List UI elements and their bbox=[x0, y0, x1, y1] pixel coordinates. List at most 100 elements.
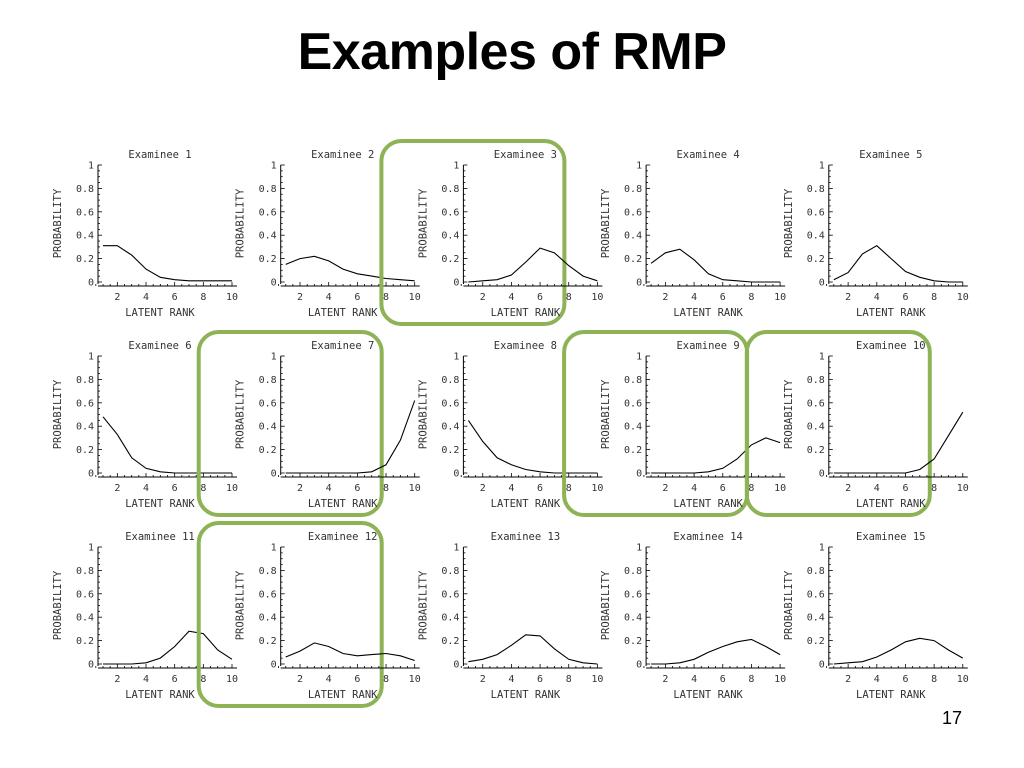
highlight-frame bbox=[379, 139, 567, 326]
x-tick-label: 10 bbox=[957, 292, 969, 303]
x-tick-label: 8 bbox=[566, 483, 572, 494]
y-tick-label: 0.6 bbox=[441, 398, 459, 409]
x-tick-label: 4 bbox=[326, 674, 332, 685]
x-tick-label: 4 bbox=[143, 483, 149, 494]
x-axis-label: LATENT RANK bbox=[491, 307, 561, 319]
y-tick-label: 0.4 bbox=[807, 613, 825, 624]
chart-panel: Examinee 2 0 0.2 0.4 0.6 0.8 1 2 4 6 8 10 LATENT RAN… bbox=[235, 149, 421, 319]
chart-title: Examinee 12 bbox=[308, 531, 378, 543]
x-tick-label: 10 bbox=[409, 483, 421, 494]
y-tick-label: 0.6 bbox=[259, 589, 277, 600]
series-line bbox=[467, 420, 598, 474]
highlight-frame bbox=[196, 330, 384, 517]
x-tick-label: 2 bbox=[114, 483, 120, 494]
chart-panel: Examinee 14 0 0.2 0.4 0.6 0.8 1 2 4 6 8 10 LATENT RA… bbox=[600, 531, 786, 701]
x-tick-label: 2 bbox=[114, 674, 120, 685]
y-tick-label: 0.6 bbox=[259, 398, 277, 409]
y-tick-label: 0.4 bbox=[441, 422, 459, 433]
chart-title: Examinee 8 bbox=[494, 340, 557, 352]
x-tick-label: 8 bbox=[931, 292, 937, 303]
x-tick-label: 10 bbox=[774, 292, 786, 303]
x-tick-label: 6 bbox=[720, 292, 726, 303]
series-line bbox=[651, 638, 781, 665]
x-axis-label: LATENT RANK bbox=[673, 307, 743, 319]
x-axis-label: LATENT RANK bbox=[491, 498, 561, 510]
x-tick-label: 10 bbox=[226, 483, 238, 494]
x-tick-label: 6 bbox=[354, 674, 360, 685]
x-axis-label: LATENT RANK bbox=[856, 307, 926, 319]
y-tick-label: 0.8 bbox=[807, 566, 825, 577]
x-tick-label: 8 bbox=[383, 292, 389, 303]
y-axis-label: PROBABILITY bbox=[52, 379, 64, 449]
x-tick-label: 8 bbox=[200, 483, 206, 494]
x-tick-label: 6 bbox=[902, 292, 908, 303]
y-axis-label: PROBABILITY bbox=[417, 188, 429, 258]
chart-panel: Examinee 4 0 0.2 0.4 0.6 0.8 1 2 4 6 8 10 LATENT RAN… bbox=[600, 149, 786, 319]
x-tick-label: 8 bbox=[383, 674, 389, 685]
x-tick-label: 8 bbox=[200, 292, 206, 303]
chart-panel: Examinee 3 0 0.2 0.4 0.6 0.8 1 2 4 6 8 10 LATENT RAN… bbox=[379, 139, 603, 326]
y-tick-label: 1 bbox=[453, 352, 459, 363]
y-tick-label: 1 bbox=[636, 543, 642, 554]
series-line bbox=[833, 637, 964, 665]
y-tick-label: 0.4 bbox=[441, 613, 459, 624]
y-axis-label: PROBABILITY bbox=[52, 570, 64, 640]
series-line bbox=[102, 416, 232, 474]
x-tick-label: 6 bbox=[537, 292, 543, 303]
chart-panel: Examinee 11 0 0.2 0.4 0.6 0.8 1 2 4 6 8 10 LATENT RA… bbox=[52, 531, 238, 701]
x-axis-label: LATENT RANK bbox=[308, 498, 378, 510]
y-tick-label: 0.8 bbox=[624, 566, 642, 577]
chart-title: Examinee 1 bbox=[128, 149, 191, 161]
y-tick-label: 0 bbox=[453, 278, 459, 289]
y-tick-label: 0 bbox=[819, 469, 825, 480]
y-tick-label: 0.2 bbox=[259, 254, 277, 265]
y-tick-label: 0.2 bbox=[259, 445, 277, 456]
y-axis-label: PROBABILITY bbox=[417, 379, 429, 449]
x-tick-label: 4 bbox=[874, 292, 880, 303]
x-tick-label: 8 bbox=[566, 292, 572, 303]
y-tick-label: 0.4 bbox=[76, 231, 94, 242]
x-tick-label: 4 bbox=[326, 483, 332, 494]
y-tick-label: 0.8 bbox=[76, 375, 94, 386]
y-tick-label: 0.2 bbox=[807, 445, 825, 456]
series-line bbox=[651, 437, 781, 474]
x-tick-label: 10 bbox=[957, 483, 969, 494]
series-line bbox=[103, 630, 233, 665]
x-tick-label: 10 bbox=[226, 292, 238, 303]
y-tick-label: 0 bbox=[271, 278, 277, 289]
x-tick-label: 2 bbox=[662, 483, 668, 494]
y-axis-label: PROBABILITY bbox=[52, 188, 64, 258]
y-tick-label: 0.8 bbox=[259, 566, 277, 577]
series-line bbox=[468, 247, 598, 283]
y-tick-label: 0 bbox=[636, 278, 642, 289]
y-tick-label: 0.2 bbox=[441, 445, 459, 456]
chart-title: Examinee 5 bbox=[859, 149, 922, 161]
y-tick-label: 0.8 bbox=[441, 184, 459, 195]
x-tick-label: 6 bbox=[172, 674, 178, 685]
chart-panel: Examinee 8 0 0.2 0.4 0.6 0.8 1 2 4 6 8 10 LATENT RAN… bbox=[417, 340, 603, 510]
y-tick-label: 0.4 bbox=[807, 231, 825, 242]
x-tick-label: 6 bbox=[720, 674, 726, 685]
y-tick-label: 1 bbox=[88, 161, 94, 172]
x-tick-label: 10 bbox=[774, 674, 786, 685]
x-tick-label: 8 bbox=[200, 674, 206, 685]
x-tick-label: 2 bbox=[480, 483, 486, 494]
y-axis-label: PROBABILITY bbox=[783, 188, 795, 258]
x-tick-label: 2 bbox=[845, 674, 851, 685]
y-tick-label: 1 bbox=[636, 352, 642, 363]
chart-panel: Examinee 6 0 0.2 0.4 0.6 0.8 1 2 4 6 8 10 LATENT RAN… bbox=[52, 340, 238, 510]
x-axis-label: LATENT RANK bbox=[491, 689, 561, 701]
y-tick-label: 0.2 bbox=[76, 636, 94, 647]
x-axis-label: LATENT RANK bbox=[308, 689, 378, 701]
y-tick-label: 0.8 bbox=[76, 566, 94, 577]
y-tick-label: 0 bbox=[819, 660, 825, 671]
highlight-frame bbox=[196, 521, 384, 708]
y-tick-label: 1 bbox=[453, 161, 459, 172]
y-axis-label: PROBABILITY bbox=[600, 188, 612, 258]
y-tick-label: 1 bbox=[819, 352, 825, 363]
y-tick-label: 0.8 bbox=[441, 375, 459, 386]
chart-title: Examinee 2 bbox=[311, 149, 374, 161]
x-tick-label: 2 bbox=[662, 674, 668, 685]
x-tick-label: 4 bbox=[691, 292, 697, 303]
x-axis-label: LATENT RANK bbox=[856, 498, 926, 510]
